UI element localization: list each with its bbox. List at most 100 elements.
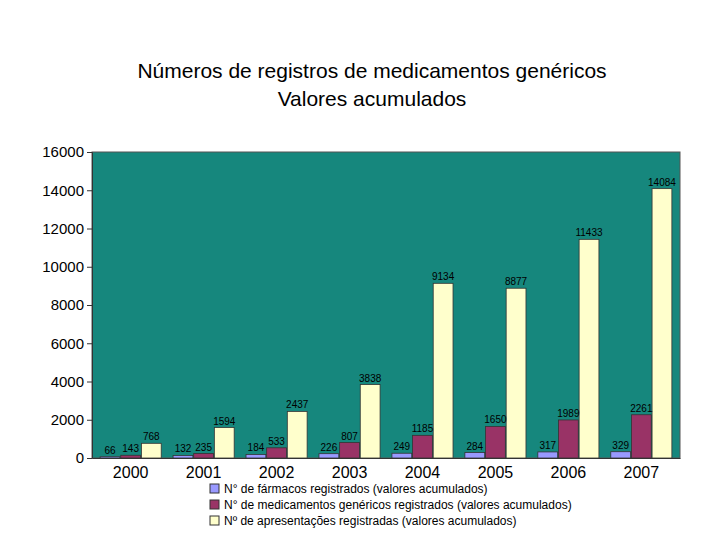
legend-label: Nº de apresentações registradas (valores…	[224, 514, 517, 528]
y-tick-label: 4000	[51, 373, 84, 390]
data-label: 533	[268, 436, 285, 447]
y-tick: 14000	[42, 182, 92, 199]
bar	[100, 457, 120, 458]
bar	[579, 239, 599, 458]
y-tick-mark	[87, 343, 92, 344]
series-labels: 66132184226249284317329	[104, 440, 629, 456]
bar	[287, 411, 307, 458]
data-label: 1989	[557, 408, 580, 419]
bar	[506, 288, 526, 458]
bar	[121, 455, 141, 458]
y-tick-label: 10000	[42, 258, 84, 275]
data-label: 1594	[213, 416, 236, 427]
bar	[141, 443, 161, 458]
bar	[631, 415, 651, 458]
data-label: 66	[104, 445, 116, 456]
y-tick: 16000	[42, 143, 92, 160]
x-tick: 2001	[186, 464, 222, 481]
y-tick: 0	[76, 449, 92, 466]
data-label: 284	[466, 441, 483, 452]
bar	[558, 420, 578, 458]
data-label: 1185	[412, 423, 434, 434]
data-label: 249	[393, 441, 410, 452]
x-axis: 20002001200220032004200520062007	[93, 459, 681, 482]
x-tick-label: 2001	[186, 464, 222, 481]
y-tick: 6000	[51, 335, 92, 352]
x-axis-line	[93, 458, 681, 459]
y-tick: 8000	[51, 296, 92, 313]
y-tick-label: 8000	[51, 296, 84, 313]
y-tick-mark	[87, 152, 92, 153]
series-labels: 768159424373838913488771143314084	[143, 177, 676, 443]
legend-label: N° de medicamentos genéricos registrados…	[224, 498, 572, 512]
data-label: 132	[175, 443, 192, 454]
y-tick-mark	[87, 458, 92, 459]
y-tick-label: 16000	[42, 143, 84, 160]
data-label: 317	[539, 440, 556, 451]
bar	[611, 452, 631, 458]
chart: Números de registros de medicamentos gen…	[0, 0, 720, 540]
x-tick-label: 2000	[113, 464, 149, 481]
bar	[360, 385, 380, 458]
y-tick: 12000	[42, 220, 92, 237]
y-tick: 2000	[51, 411, 92, 428]
bar	[465, 453, 485, 458]
legend-item: Nº de apresentações registradas (valores…	[210, 514, 517, 528]
bar	[652, 189, 672, 458]
bar	[173, 455, 193, 458]
data-label: 807	[341, 431, 358, 442]
x-tick-label: 2006	[551, 464, 587, 481]
series	[121, 415, 651, 458]
bar	[214, 428, 234, 458]
plot: 0 2000 4000 6000 8000 10000 12000 14000 16000 200…	[42, 143, 680, 481]
bar	[486, 426, 506, 458]
y-tick-label: 0	[76, 449, 84, 466]
bar	[194, 454, 214, 458]
x-tick: 2000	[113, 464, 149, 481]
bar	[433, 283, 453, 458]
bar	[392, 453, 412, 458]
y-tick: 4000	[51, 373, 92, 390]
data-label: 14084	[648, 177, 676, 188]
bar	[340, 443, 360, 458]
y-tick-mark	[87, 229, 92, 230]
x-tick-label: 2004	[405, 464, 441, 481]
data-label: 3838	[359, 373, 382, 384]
bar	[267, 448, 287, 458]
y-tick-mark	[87, 382, 92, 383]
data-label: 329	[612, 440, 629, 451]
x-tick-label: 2002	[259, 464, 295, 481]
legend-swatch	[210, 516, 219, 525]
legend-label: N° de fármacos registrados (valores acum…	[224, 482, 488, 496]
y-tick-label: 14000	[42, 182, 84, 199]
y-tick: 10000	[42, 258, 92, 275]
x-tick: 2003	[332, 464, 368, 481]
series-labels: 1432355338071185165019892261	[122, 403, 653, 455]
bar	[319, 454, 339, 458]
x-tick: 2002	[259, 464, 295, 481]
y-tick-label: 12000	[42, 220, 84, 237]
legend-swatch	[210, 500, 219, 509]
y-axis-line	[87, 153, 93, 459]
data-label: 9134	[432, 271, 455, 282]
data-label: 2437	[286, 399, 309, 410]
bar	[246, 454, 266, 458]
legend-swatch	[210, 484, 219, 493]
y-tick-mark	[87, 305, 92, 306]
x-tick: 2004	[405, 464, 441, 481]
x-tick: 2005	[478, 464, 514, 481]
y-tick-mark	[87, 190, 92, 191]
bar	[413, 435, 433, 458]
legend-item: N° de medicamentos genéricos registrados…	[210, 498, 572, 512]
data-label: 768	[143, 431, 160, 442]
data-label: 11433	[575, 227, 603, 238]
y-axis: 0 2000 4000 6000 8000 10000 12000 14000 16000	[42, 143, 92, 466]
subtitle: Valores acumulados	[278, 87, 467, 110]
data-label: 1650	[484, 414, 507, 425]
data-label: 143	[122, 443, 139, 454]
data-label: 184	[248, 442, 265, 453]
y-tick-label: 2000	[51, 411, 84, 428]
legend-item: N° de fármacos registrados (valores acum…	[210, 482, 488, 496]
bar	[538, 452, 558, 458]
x-tick-label: 2005	[478, 464, 514, 481]
